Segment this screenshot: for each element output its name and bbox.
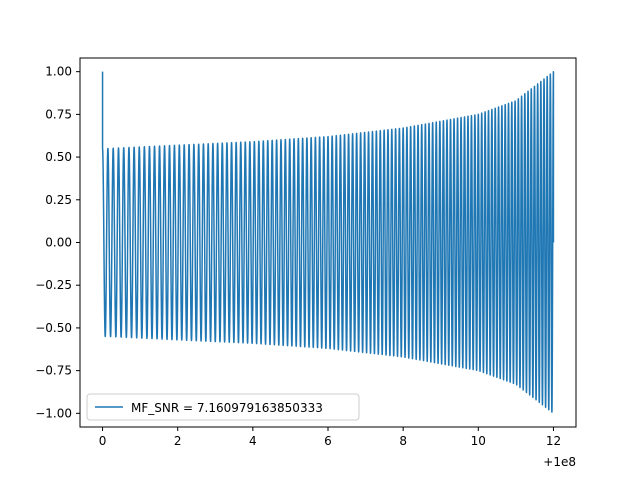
x-tick-label: 2	[174, 434, 182, 448]
y-tick-label: 0.75	[45, 107, 72, 121]
x-tick-label: 12	[546, 434, 561, 448]
x-tick-label: 0	[99, 434, 107, 448]
x-axis: 0 2 4 6 8 10 12	[99, 427, 561, 448]
y-tick-label: 0.00	[45, 236, 72, 250]
y-tick-label: 0.25	[45, 193, 72, 207]
y-tick-label: 0.50	[45, 150, 72, 164]
x-tick-label: 10	[471, 434, 486, 448]
x-tick-label: 4	[249, 434, 257, 448]
legend: MF_SNR = 7.160979163850333	[86, 393, 360, 421]
y-axis: 1.00 0.75 0.50 0.25 0.00 −0.25 −0.50 −0.75 −1.00	[35, 65, 80, 420]
y-tick-label: −0.50	[35, 321, 72, 335]
y-tick-label: 1.00	[45, 65, 72, 79]
legend-entry: MF_SNR = 7.160979163850333	[131, 401, 323, 415]
legend-box	[86, 393, 360, 421]
x-tick-label: 8	[399, 434, 407, 448]
y-tick-label: −0.75	[35, 364, 72, 378]
series-line	[101, 70, 555, 413]
series-layer	[101, 70, 555, 413]
x-tick-label: 6	[324, 434, 332, 448]
y-tick-label: −0.25	[35, 278, 72, 292]
y-tick-label: −1.00	[35, 406, 72, 420]
x-axis-offset-label: +1e8	[543, 455, 576, 469]
plot-area	[101, 70, 555, 413]
